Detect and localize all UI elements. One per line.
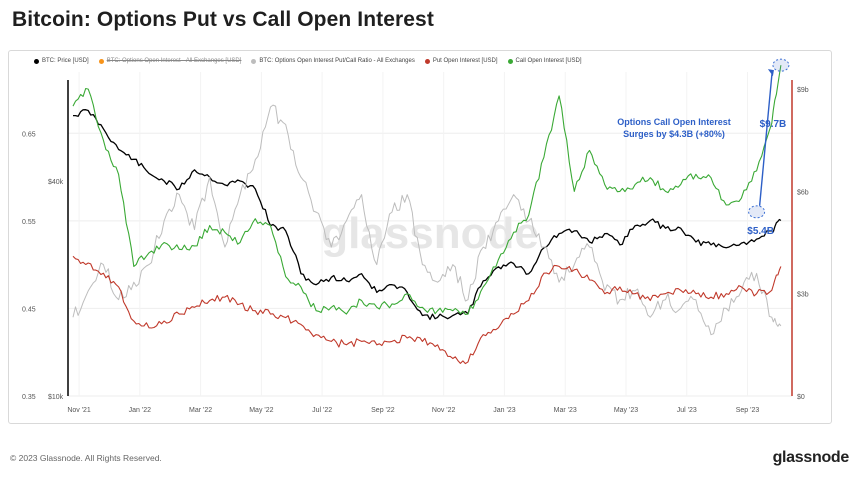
x-tick-label: Jul '22 [312, 407, 332, 414]
legend-swatch [424, 58, 430, 64]
x-tick-label: May '22 [249, 407, 273, 414]
left-ratio-tick-label: 0.35 [22, 394, 36, 401]
x-tick-label: Jan '22 [129, 407, 151, 414]
annotation-start-label: $5.4B [747, 226, 774, 237]
x-tick-label: Mar '23 [554, 407, 577, 414]
right-axis-tick-label: $3b [797, 292, 809, 299]
legend-item[interactable]: Put Open Interest [USD] [424, 58, 498, 64]
legend-item[interactable]: BTC: Options Open Interest - All Exchang… [98, 58, 242, 64]
annotation-arrow-head [767, 69, 774, 77]
legend-item[interactable]: BTC: Options Open Interest Put/Call Rati… [251, 58, 415, 64]
x-tick-label: May '23 [614, 407, 638, 414]
chart-panel [8, 50, 832, 424]
left-price-tick-label: $40k [48, 179, 64, 186]
brand-logo-text: glassnode [772, 449, 850, 466]
legend-label: Call Open Interest [USD] [515, 58, 582, 64]
legend-label: BTC: Options Open Interest - All Exchang… [106, 58, 242, 64]
series-line [72, 65, 782, 316]
legend-label: Put Open Interest [USD] [432, 58, 498, 64]
right-axis-tick-label: $9b [797, 87, 809, 94]
x-tick-label: Jan '23 [493, 407, 515, 414]
legend-swatch [507, 58, 513, 64]
x-tick-label: Sep '22 [371, 407, 395, 414]
legend-label: BTC: Price [USD] [42, 58, 89, 64]
watermark-text: glassnode [321, 209, 539, 258]
chart-title: Bitcoin: Options Put vs Call Open Intere… [12, 8, 434, 31]
legend-swatch [98, 58, 104, 64]
x-tick-label: Mar '22 [189, 407, 212, 414]
annotation-arrow-line [758, 74, 773, 206]
left-price-tick-label: $10k [48, 394, 64, 401]
left-ratio-tick-label: 0.65 [22, 131, 36, 138]
annotation-start-marker [748, 205, 766, 219]
right-axis-tick-label: $6b [797, 189, 809, 196]
x-tick-label: Nov '22 [432, 407, 456, 414]
legend-swatch [34, 58, 39, 64]
series-line [72, 255, 782, 365]
annotation-text-line2: Surges by $4.3B (+80%) [623, 129, 725, 139]
annotation-text-line1: Options Call Open Interest [617, 117, 731, 127]
legend-item[interactable]: BTC: Price [USD] [34, 58, 89, 64]
annotation-end-marker [772, 58, 790, 72]
chart-legend: BTC: Price [USD] BTC: Options Open Intere… [34, 58, 582, 64]
x-tick-label: Jul '23 [677, 407, 697, 414]
copyright-text: © 2023 Glassnode. All Rights Reserved. [10, 453, 162, 463]
x-tick-label: Sep '23 [736, 407, 760, 414]
annotation-end-label: $9.7B [760, 119, 787, 130]
legend-item[interactable]: Call Open Interest [USD] [507, 58, 582, 64]
x-tick-label: Nov '21 [67, 407, 91, 414]
series-line [72, 104, 782, 336]
legend-label: BTC: Options Open Interest Put/Call Rati… [259, 58, 415, 64]
left-ratio-tick-label: 0.55 [22, 219, 36, 226]
legend-swatch [251, 58, 257, 64]
right-axis-tick-label: $0 [797, 394, 805, 401]
series-line [73, 109, 782, 321]
left-ratio-tick-label: 0.45 [22, 306, 36, 313]
